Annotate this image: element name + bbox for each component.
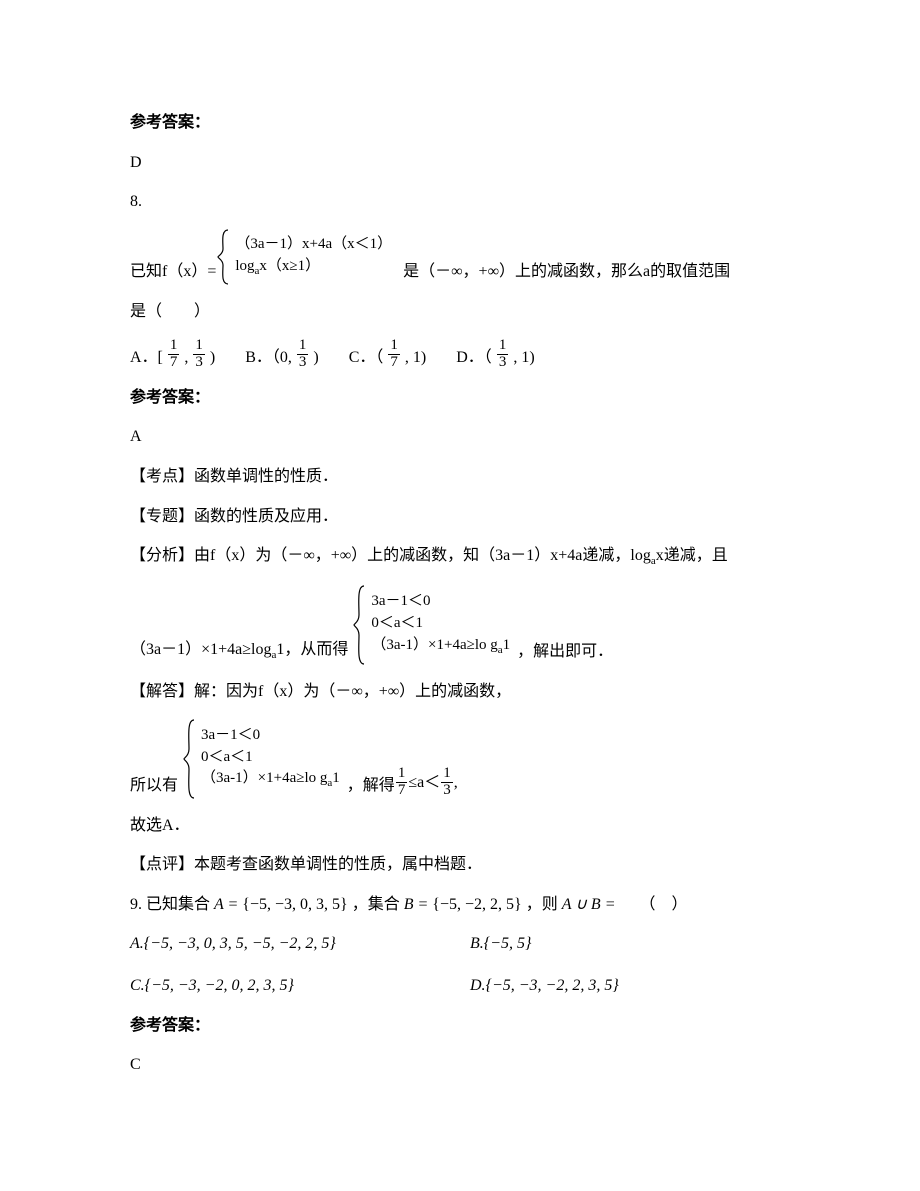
opt-tail: , 1) — [513, 345, 534, 371]
kaodian-text: 函数单调性的性质． — [194, 468, 338, 485]
fenxi-text-a: 由f（x）为（－∞，+∞）上的减函数，知（3a－1）x+4a递减，log — [194, 547, 651, 564]
jieda-label: 【解答】 — [130, 683, 194, 700]
frac: 17 — [168, 338, 180, 371]
q9-answer: C — [130, 1052, 800, 1078]
sys-l2: 0＜a＜1 — [368, 613, 513, 635]
q8-jieda-line2: 所以有 3a－1＜0 0＜a＜1 （3a-1）×1+4a≥lo ga1 ，解得 … — [130, 719, 800, 799]
q9-answer-header: 参考答案： — [130, 1013, 800, 1039]
q8-fenxi-line1: 【分析】由f（x）为（－∞，+∞）上的减函数，知（3a－1）x+4a递减，log… — [130, 543, 800, 571]
q9-opt-B: B.{−5, 5} — [470, 931, 750, 957]
q8-number: 8. — [130, 189, 800, 215]
q8-kaodian: 【考点】函数单调性的性质． — [130, 464, 800, 490]
q9-text-b: ，集合 — [352, 896, 400, 913]
fenxi-label: 【分析】 — [130, 547, 194, 564]
q8-opt-C: C．（ 17 , 1) — [349, 338, 427, 371]
q9-stem: 9. 已知集合 A = {−5, −3, 0, 3, 5} ，集合 B = {−… — [130, 892, 800, 918]
q8-stem-row1: 已知f（x）= （3a－1）x+4a（x＜1） logax（x≥1） 是（－∞，… — [130, 229, 800, 285]
opt-label: A．[ — [130, 345, 163, 371]
frac: 13 — [193, 338, 205, 371]
opt-tail: , 1) — [405, 345, 426, 371]
opt-label: B．（0, — [245, 345, 292, 371]
q8-opt-D: D．（ 13 , 1) — [456, 338, 534, 371]
q8-prefix: 已知f（x）= — [130, 259, 216, 285]
piece-line2: logax（x≥1） — [232, 256, 395, 280]
sys-l1: 3a－1＜0 — [198, 725, 343, 747]
q9-number: 9. — [130, 896, 146, 913]
frac: 13 — [441, 766, 453, 799]
frac: 13 — [497, 338, 509, 371]
jieda-result: 17 ≤a＜ 13 , — [395, 766, 458, 799]
frac: 13 — [297, 338, 309, 371]
q8-options: A．[ 17 , 13 ) B．（0, 13 ) C．（ 17 , 1) D．（… — [130, 338, 800, 371]
sys-l1: 3a－1＜0 — [368, 591, 513, 613]
q8-answer: A — [130, 424, 800, 450]
q9-opt-A: A.{−5, −3, 0, 3, 5, −5, −2, 2, 5} — [130, 931, 460, 957]
fenxi-system: 3a－1＜0 0＜a＜1 （3a-1）×1+4a≥lo ga1 — [352, 585, 513, 665]
fenxi-text-b: x递减，且 — [656, 547, 728, 564]
jieda-comma: , — [454, 770, 458, 796]
frac: 17 — [388, 338, 400, 371]
q8-fenxi-line2: （3a－1）×1+4a≥loga1，从而得 3a－1＜0 0＜a＜1 （3a-1… — [130, 585, 800, 665]
opt-label: D．（ — [456, 345, 492, 371]
piece-line1: （3a－1）x+4a（x＜1） — [232, 234, 395, 256]
zhuanti-text: 函数的性质及应用． — [194, 508, 338, 525]
q9-setB: B = {−5, −2, 2, 5} — [404, 896, 522, 913]
zhuanti-label: 【专题】 — [130, 508, 194, 525]
opt-tail: ) — [313, 345, 318, 371]
jieda-prefix: 所以有 — [130, 773, 178, 799]
q8-jieda-final: 故选A． — [130, 813, 800, 839]
fenxi2-prefix: （3a－1）×1+4a≥loga1，从而得 — [130, 637, 348, 665]
dianping-text: 本题考查函数单调性的性质，属中档题． — [194, 856, 482, 873]
q9-opt-C: C.{−5, −3, −2, 0, 2, 3, 5} — [130, 973, 460, 999]
jieda-system: 3a－1＜0 0＜a＜1 （3a-1）×1+4a≥lo ga1 — [182, 719, 343, 799]
opt-tail: ) — [210, 345, 215, 371]
q9-opt-D: D.{−5, −3, −2, 2, 3, 5} — [470, 973, 750, 999]
brace-icon — [182, 719, 196, 799]
q8-jieda-line1: 【解答】解：因为f（x）为（－∞，+∞）上的减函数， — [130, 679, 800, 705]
brace-icon — [216, 229, 230, 285]
q8-opt-A: A．[ 17 , 13 ) — [130, 338, 215, 371]
jieda-mid: ，解得 — [347, 773, 395, 799]
q9-text-a: 已知集合 — [146, 896, 210, 913]
opt-label: C．（ — [349, 345, 384, 371]
jieda-text: 解：因为f（x）为（－∞，+∞）上的减函数， — [194, 683, 511, 700]
kaodian-label: 【考点】 — [130, 468, 194, 485]
ans7-header: 参考答案： — [130, 110, 800, 136]
q8-zhuanti: 【专题】函数的性质及应用． — [130, 504, 800, 530]
q8-answer-header: 参考答案： — [130, 385, 800, 411]
dianping-label: 【点评】 — [130, 856, 194, 873]
fenxi-tail: ，解出即可． — [517, 639, 613, 665]
sys-l3: （3a-1）×1+4a≥lo ga1 — [368, 635, 513, 659]
q9-union: A ∪ B = — [562, 896, 616, 913]
jieda-rel: ≤a＜ — [408, 770, 440, 796]
log-tail: x（x≥1） — [259, 258, 320, 274]
q8-suffix2: 是（ ） — [130, 299, 800, 325]
sys-l3: （3a-1）×1+4a≥lo ga1 — [198, 768, 343, 792]
q9-options: A.{−5, −3, 0, 3, 5, −5, −2, 2, 5} B.{−5,… — [130, 931, 800, 998]
brace-icon — [352, 585, 366, 665]
sys-l2: 0＜a＜1 — [198, 747, 343, 769]
log-text: log — [235, 258, 254, 274]
q9-text-c: ，则 — [526, 896, 558, 913]
q8-suffix1: 是（－∞，+∞）上的减函数，那么a的取值范围 — [403, 259, 730, 285]
q9-paren: （ ） — [639, 896, 687, 913]
q8-piecewise: （3a－1）x+4a（x＜1） logax（x≥1） — [216, 229, 395, 285]
q8-dianping: 【点评】本题考查函数单调性的性质，属中档题． — [130, 852, 800, 878]
opt-mid: , — [184, 345, 188, 371]
q8-opt-B: B．（0, 13 ) — [245, 338, 319, 371]
frac: 17 — [396, 766, 408, 799]
ans7-value: D — [130, 150, 800, 176]
q9-setA: A = {−5, −3, 0, 3, 5} — [214, 896, 348, 913]
